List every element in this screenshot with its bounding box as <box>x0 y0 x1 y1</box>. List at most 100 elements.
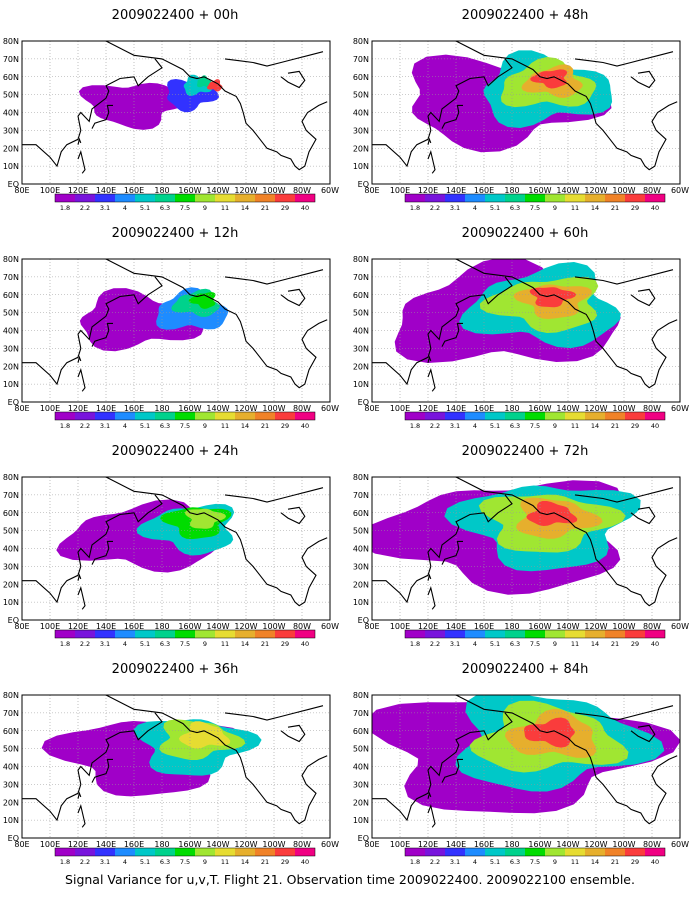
colorbar-label: 2.2 <box>80 858 90 866</box>
lon-tick-label: 140W <box>206 404 229 413</box>
lat-tick-label: 30N <box>353 780 369 789</box>
colorbar-label: 21 <box>261 640 269 648</box>
colorbar-label: 11 <box>571 858 579 866</box>
coastline <box>22 712 163 822</box>
lon-tick-label: 100W <box>262 186 285 195</box>
panel-grid: 80N 70N 60N 50N 40N 30N 20N 10N EQ 80E 100E 120E 140… <box>0 0 689 866</box>
colorbar-swatch <box>405 194 425 202</box>
coastline <box>105 259 328 389</box>
colorbar-label: 9 <box>203 422 207 430</box>
lat-tick-label: 60N <box>3 73 19 82</box>
colorbar-swatch <box>585 630 605 638</box>
lon-tick-label: 100W <box>262 840 285 849</box>
colorbar-swatch <box>215 412 235 420</box>
colorbar-swatch <box>425 412 445 420</box>
lat-tick-label: 80N <box>3 255 19 264</box>
colorbar-label: 40 <box>651 422 659 430</box>
lon-tick-label: 80E <box>14 404 29 413</box>
forecast-panel: 80N 70N 60N 50N 40N 30N 20N 10N EQ 80E 100E 120E 140… <box>0 0 350 218</box>
colorbar-swatch <box>235 848 255 856</box>
lat-tick-label: 70N <box>3 273 19 282</box>
colorbar-label: 40 <box>651 640 659 648</box>
lat-tick-label: 30N <box>3 344 19 353</box>
lon-tick-label: 100E <box>390 840 410 849</box>
colorbar-swatch <box>135 412 155 420</box>
colorbar-label: 21 <box>261 858 269 866</box>
colorbar-label: 29 <box>631 204 639 212</box>
colorbar-label: 6.3 <box>510 422 520 430</box>
colorbar-swatch <box>405 848 425 856</box>
colorbar-swatch <box>445 848 465 856</box>
colorbar-swatch <box>115 412 135 420</box>
colorbar-label: 11 <box>221 640 229 648</box>
coastline <box>224 51 324 67</box>
lon-tick-label: 160W <box>178 186 201 195</box>
colorbar-label: 14 <box>591 858 599 866</box>
lat-tick-label: EQ <box>358 834 369 843</box>
lon-tick-label: 160W <box>528 622 551 631</box>
lat-tick-label: 60N <box>3 509 19 518</box>
colorbar-label: 6.3 <box>510 204 520 212</box>
colorbar-label: 3.1 <box>450 422 460 430</box>
colorbar-label: 3.1 <box>450 640 460 648</box>
coastline <box>91 540 113 565</box>
lon-tick-label: 180 <box>154 186 169 195</box>
lat-tick-label: 30N <box>3 126 19 135</box>
lon-tick-label: 160W <box>528 404 551 413</box>
colorbar-label: 7.5 <box>180 858 190 866</box>
lat-tick-label: 70N <box>3 709 19 718</box>
lon-tick-label: 80W <box>293 622 311 631</box>
lon-tick-label: 120W <box>584 186 607 195</box>
lat-tick-label: 20N <box>353 362 369 371</box>
coastline <box>574 705 674 721</box>
colorbar-swatch <box>465 412 485 420</box>
colorbar-swatch <box>75 630 95 638</box>
lon-tick-label: 140E <box>96 840 116 849</box>
colorbar-swatch <box>135 194 155 202</box>
colorbar-label: 4 <box>473 640 477 648</box>
colorbar-swatch <box>295 630 315 638</box>
coastline <box>427 149 436 174</box>
colorbar-swatch <box>405 412 425 420</box>
coastline <box>455 477 678 607</box>
lon-tick-label: 80W <box>293 840 311 849</box>
coastline <box>455 695 678 825</box>
coastline <box>224 705 324 721</box>
coastline <box>630 724 656 743</box>
coastline <box>280 288 306 307</box>
colorbar-swatch <box>445 194 465 202</box>
lat-tick-label: EQ <box>8 180 19 189</box>
lon-tick-label: 100E <box>40 622 60 631</box>
colorbar-label: 5.1 <box>490 204 500 212</box>
lon-tick-label: 160W <box>178 840 201 849</box>
colorbar-label: 14 <box>241 858 249 866</box>
lon-tick-label: 80E <box>364 840 379 849</box>
coastline <box>441 540 463 565</box>
colorbar-swatch <box>95 194 115 202</box>
colorbar-label: 14 <box>591 640 599 648</box>
lat-tick-label: 70N <box>353 709 369 718</box>
colorbar-swatch <box>255 630 275 638</box>
colorbar-swatch <box>625 194 645 202</box>
coastline <box>280 70 306 89</box>
lon-tick-label: 100W <box>262 404 285 413</box>
colorbar-swatch <box>485 194 505 202</box>
lon-tick-label: 120E <box>418 404 438 413</box>
lon-tick-label: 60W <box>671 840 689 849</box>
lon-tick-label: 140E <box>446 404 466 413</box>
colorbar-swatch <box>55 412 75 420</box>
lat-tick-label: 10N <box>353 380 369 389</box>
colorbar-label: 2.2 <box>430 422 440 430</box>
lon-tick-label: 80W <box>643 186 661 195</box>
colorbar-swatch <box>545 412 565 420</box>
coastline <box>372 58 513 168</box>
lon-tick-label: 120E <box>68 186 88 195</box>
colorbar-label: 21 <box>261 422 269 430</box>
colorbar-swatch <box>275 194 295 202</box>
lat-tick-label: 30N <box>353 126 369 135</box>
colorbar-label: 4 <box>123 204 127 212</box>
colorbar-swatch <box>485 630 505 638</box>
coastline <box>77 803 86 828</box>
colorbar-swatch <box>645 194 665 202</box>
lon-tick-label: 160W <box>178 622 201 631</box>
